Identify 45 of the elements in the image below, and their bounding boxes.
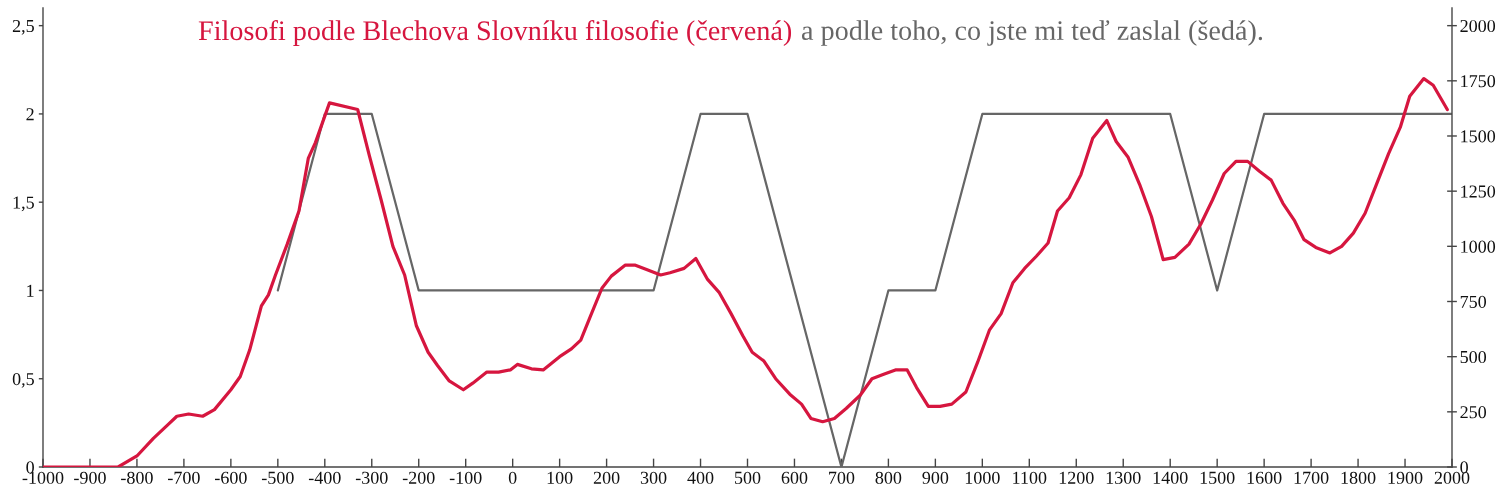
x-tick-label: 300 xyxy=(640,471,667,484)
chart-title: Filosofi podle Blechova Slovníku filosofie (červená) xyxy=(198,20,792,46)
x-tick-label: 600 xyxy=(781,471,808,484)
x-tick-label: -100 xyxy=(449,471,482,484)
y2-tick-label: 1000 xyxy=(1461,240,1496,253)
x-tick-label: 100 xyxy=(547,471,573,484)
y-tick-label: 0,5 xyxy=(12,372,34,388)
x-tick-label: 700 xyxy=(829,471,855,484)
chart-subtitle: a podle toho, co jste mi teď zaslal (šedá). xyxy=(801,20,1263,46)
y2-tick-label: 500 xyxy=(1460,350,1487,364)
y2-tick-label: 1250 xyxy=(1461,185,1496,198)
x-tick-label: -900 xyxy=(74,471,106,484)
x-tick-label: 900 xyxy=(922,471,949,484)
y2-tick-label: 250 xyxy=(1460,406,1487,419)
x-tick-label: 1900 xyxy=(1388,471,1423,484)
x-tick-label: 1500 xyxy=(1200,471,1235,484)
x-tick-label: 800 xyxy=(875,471,902,484)
x-tick-label: -200 xyxy=(402,471,435,484)
x-tick-label: 1100 xyxy=(1013,471,1047,484)
y-tick-label: 1 xyxy=(27,284,34,297)
y2-tick-label: 1750 xyxy=(1461,75,1496,88)
line-series xyxy=(43,77,1449,467)
x-tick-label: 1300 xyxy=(1106,471,1141,484)
y-tick-label: 1,5 xyxy=(13,196,34,212)
x-tick-label: 1200 xyxy=(1059,471,1094,484)
x-tick-label: 1400 xyxy=(1153,471,1188,484)
x-tick-label: -800 xyxy=(121,471,153,484)
x-tick-label: -400 xyxy=(308,471,341,484)
x-tick-label: 1700 xyxy=(1294,471,1329,484)
x-tick-label: -500 xyxy=(261,471,294,484)
x-tick-label: 500 xyxy=(735,471,761,484)
y2-tick-label: 1500 xyxy=(1461,130,1496,143)
y-tick-label: 2,5 xyxy=(12,19,34,35)
x-tick-label: -300 xyxy=(355,471,388,484)
x-tick-label: 1800 xyxy=(1341,471,1376,484)
x-tick-label: 1000 xyxy=(965,471,1000,484)
x-tick-label: -700 xyxy=(168,471,200,484)
x-tick-label: 0 xyxy=(508,471,517,484)
x-tick-label: 1600 xyxy=(1247,471,1282,484)
x-tick-label: 400 xyxy=(687,471,714,484)
x-tick-label: 200 xyxy=(593,471,620,484)
x-tick-label: -600 xyxy=(214,471,247,484)
y2-tick-label: 750 xyxy=(1460,295,1487,308)
y2-tick-label: 2000 xyxy=(1460,19,1496,33)
y-tick-label: 2 xyxy=(26,108,34,121)
